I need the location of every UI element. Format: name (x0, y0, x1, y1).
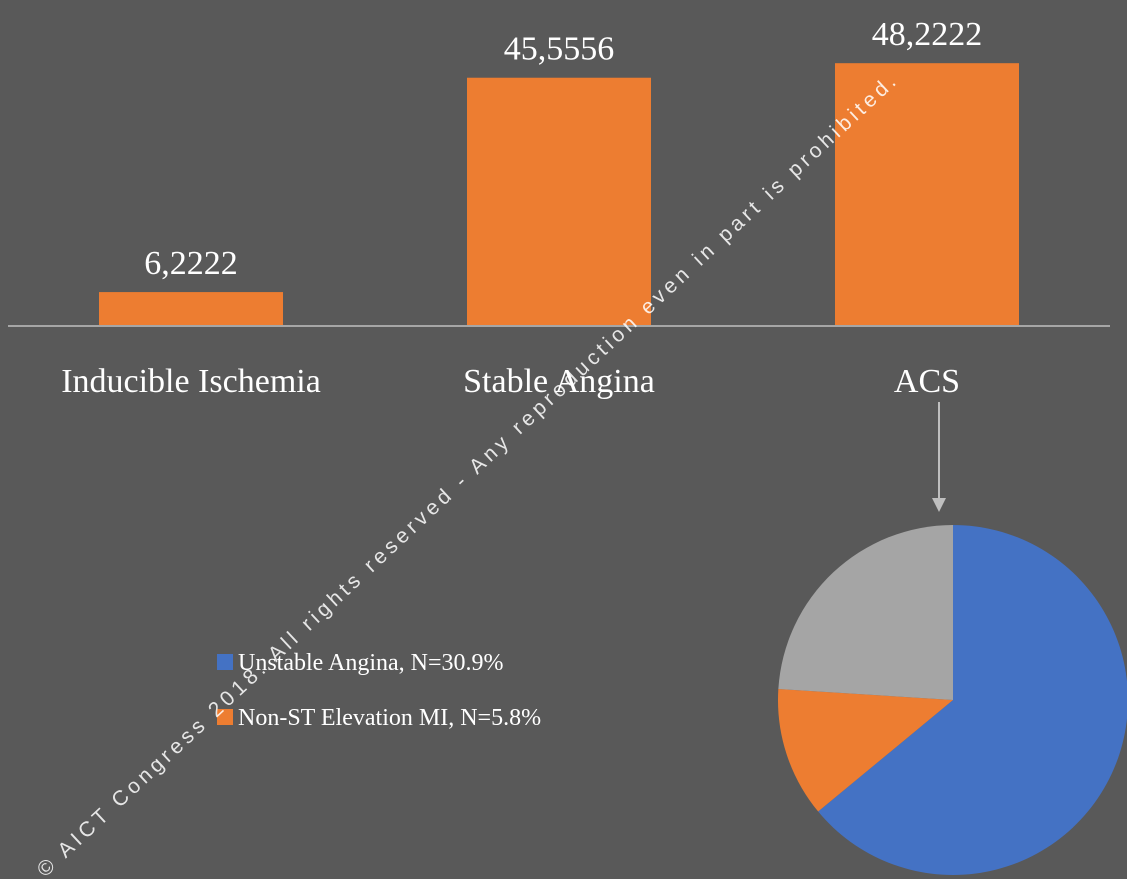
category-label: ACS (894, 363, 960, 400)
legend-label: Unstable Angina, N=30.9% (238, 650, 504, 676)
category-label: Inducible Ischemia (61, 363, 321, 400)
pie-slice (818, 525, 1127, 875)
bar (99, 292, 283, 326)
legend-swatch (217, 709, 233, 725)
value-label: 48,2222 (872, 16, 983, 53)
pie-slice (778, 525, 953, 700)
legend-label: Non-ST Elevation MI, N=5.8% (238, 705, 541, 731)
bar (467, 77, 651, 326)
pie-chart: Unstable Angina, N=30.9% Non-ST Elevation… (217, 525, 1127, 875)
pie-slice (778, 689, 953, 812)
category-label: Stable Angina (463, 363, 655, 400)
bar-chart: 6,2222 Inducible Ischemia 45,5556 Stable An… (61, 16, 1019, 400)
value-label: 6,2222 (144, 245, 238, 282)
value-label: 45,5556 (504, 31, 615, 68)
legend-swatch (217, 654, 233, 670)
bar (835, 63, 1019, 326)
arrow-head (932, 498, 946, 512)
